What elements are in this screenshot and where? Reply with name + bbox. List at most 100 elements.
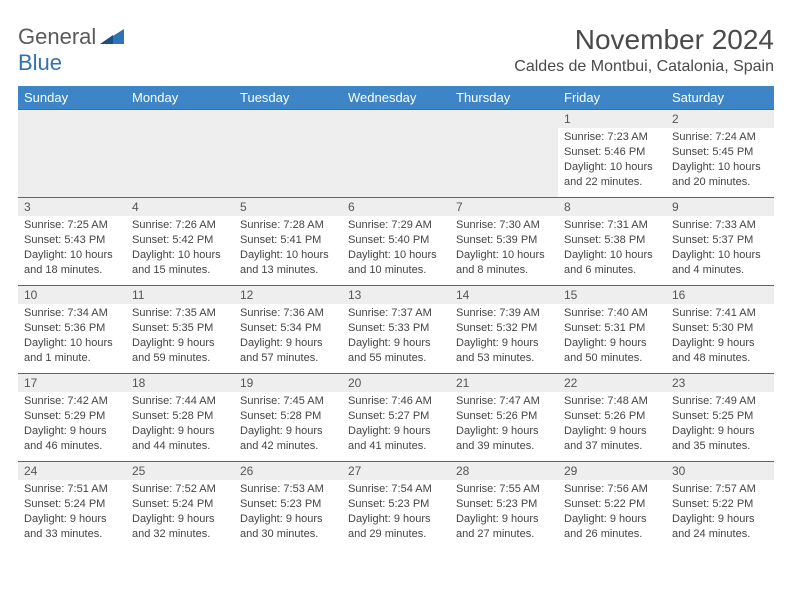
day-number: 14 — [450, 286, 558, 304]
calendar-cell: 11Sunrise: 7:35 AMSunset: 5:35 PMDayligh… — [126, 286, 234, 374]
calendar-row: 1Sunrise: 7:23 AMSunset: 5:46 PMDaylight… — [18, 110, 774, 198]
day-details: Sunrise: 7:54 AMSunset: 5:23 PMDaylight:… — [342, 480, 450, 545]
day-number: 17 — [18, 374, 126, 392]
calendar-cell: 18Sunrise: 7:44 AMSunset: 5:28 PMDayligh… — [126, 374, 234, 462]
calendar-cell: 15Sunrise: 7:40 AMSunset: 5:31 PMDayligh… — [558, 286, 666, 374]
day-details: Sunrise: 7:56 AMSunset: 5:22 PMDaylight:… — [558, 480, 666, 545]
calendar-cell: 27Sunrise: 7:54 AMSunset: 5:23 PMDayligh… — [342, 462, 450, 550]
day-number: 12 — [234, 286, 342, 304]
day-number: 15 — [558, 286, 666, 304]
month-title: November 2024 — [514, 24, 774, 56]
weekday-header: Monday — [126, 86, 234, 110]
day-details: Sunrise: 7:49 AMSunset: 5:25 PMDaylight:… — [666, 392, 774, 457]
calendar-cell: 23Sunrise: 7:49 AMSunset: 5:25 PMDayligh… — [666, 374, 774, 462]
calendar-cell: 21Sunrise: 7:47 AMSunset: 5:26 PMDayligh… — [450, 374, 558, 462]
day-number: 7 — [450, 198, 558, 216]
calendar-row: 10Sunrise: 7:34 AMSunset: 5:36 PMDayligh… — [18, 286, 774, 374]
calendar-cell: 20Sunrise: 7:46 AMSunset: 5:27 PMDayligh… — [342, 374, 450, 462]
calendar-cell: 26Sunrise: 7:53 AMSunset: 5:23 PMDayligh… — [234, 462, 342, 550]
day-number: 21 — [450, 374, 558, 392]
day-number: 25 — [126, 462, 234, 480]
calendar-table: Sunday Monday Tuesday Wednesday Thursday… — [18, 86, 774, 550]
calendar-cell: 3Sunrise: 7:25 AMSunset: 5:43 PMDaylight… — [18, 198, 126, 286]
calendar-cell: 7Sunrise: 7:30 AMSunset: 5:39 PMDaylight… — [450, 198, 558, 286]
day-details: Sunrise: 7:39 AMSunset: 5:32 PMDaylight:… — [450, 304, 558, 369]
calendar-cell: 19Sunrise: 7:45 AMSunset: 5:28 PMDayligh… — [234, 374, 342, 462]
calendar-cell: 9Sunrise: 7:33 AMSunset: 5:37 PMDaylight… — [666, 198, 774, 286]
day-number: 8 — [558, 198, 666, 216]
day-number: 18 — [126, 374, 234, 392]
calendar-cell: 29Sunrise: 7:56 AMSunset: 5:22 PMDayligh… — [558, 462, 666, 550]
calendar-row: 24Sunrise: 7:51 AMSunset: 5:24 PMDayligh… — [18, 462, 774, 550]
day-number: 13 — [342, 286, 450, 304]
day-details: Sunrise: 7:29 AMSunset: 5:40 PMDaylight:… — [342, 216, 450, 281]
day-details: Sunrise: 7:44 AMSunset: 5:28 PMDaylight:… — [126, 392, 234, 457]
day-details: Sunrise: 7:37 AMSunset: 5:33 PMDaylight:… — [342, 304, 450, 369]
weekday-header: Wednesday — [342, 86, 450, 110]
day-details: Sunrise: 7:36 AMSunset: 5:34 PMDaylight:… — [234, 304, 342, 369]
calendar-cell: 14Sunrise: 7:39 AMSunset: 5:32 PMDayligh… — [450, 286, 558, 374]
day-number: 4 — [126, 198, 234, 216]
calendar-cell: 5Sunrise: 7:28 AMSunset: 5:41 PMDaylight… — [234, 198, 342, 286]
location: Caldes de Montbui, Catalonia, Spain — [514, 58, 774, 76]
day-details: Sunrise: 7:55 AMSunset: 5:23 PMDaylight:… — [450, 480, 558, 545]
header: GeneralBlue November 2024 Caldes de Mont… — [18, 24, 774, 76]
day-details: Sunrise: 7:26 AMSunset: 5:42 PMDaylight:… — [126, 216, 234, 281]
calendar-cell — [126, 110, 234, 198]
weekday-header: Friday — [558, 86, 666, 110]
day-details: Sunrise: 7:24 AMSunset: 5:45 PMDaylight:… — [666, 128, 774, 193]
calendar-cell: 16Sunrise: 7:41 AMSunset: 5:30 PMDayligh… — [666, 286, 774, 374]
calendar-row: 3Sunrise: 7:25 AMSunset: 5:43 PMDaylight… — [18, 198, 774, 286]
day-number: 9 — [666, 198, 774, 216]
calendar-cell: 4Sunrise: 7:26 AMSunset: 5:42 PMDaylight… — [126, 198, 234, 286]
day-number: 5 — [234, 198, 342, 216]
day-details: Sunrise: 7:46 AMSunset: 5:27 PMDaylight:… — [342, 392, 450, 457]
day-number: 1 — [558, 110, 666, 128]
day-number: 29 — [558, 462, 666, 480]
calendar-cell: 8Sunrise: 7:31 AMSunset: 5:38 PMDaylight… — [558, 198, 666, 286]
calendar-cell — [18, 110, 126, 198]
logo: GeneralBlue — [18, 24, 124, 76]
calendar-cell: 17Sunrise: 7:42 AMSunset: 5:29 PMDayligh… — [18, 374, 126, 462]
calendar-cell: 24Sunrise: 7:51 AMSunset: 5:24 PMDayligh… — [18, 462, 126, 550]
day-number: 30 — [666, 462, 774, 480]
day-number: 28 — [450, 462, 558, 480]
weekday-header-row: Sunday Monday Tuesday Wednesday Thursday… — [18, 86, 774, 110]
day-number: 2 — [666, 110, 774, 128]
logo-triangle-icon — [100, 24, 124, 50]
logo-text-1: General — [18, 24, 96, 49]
calendar-row: 17Sunrise: 7:42 AMSunset: 5:29 PMDayligh… — [18, 374, 774, 462]
logo-text-2: Blue — [18, 50, 62, 75]
day-details: Sunrise: 7:31 AMSunset: 5:38 PMDaylight:… — [558, 216, 666, 281]
day-details: Sunrise: 7:57 AMSunset: 5:22 PMDaylight:… — [666, 480, 774, 545]
day-details: Sunrise: 7:23 AMSunset: 5:46 PMDaylight:… — [558, 128, 666, 193]
weekday-header: Tuesday — [234, 86, 342, 110]
weekday-header: Thursday — [450, 86, 558, 110]
calendar-cell: 13Sunrise: 7:37 AMSunset: 5:33 PMDayligh… — [342, 286, 450, 374]
day-number: 26 — [234, 462, 342, 480]
day-number: 10 — [18, 286, 126, 304]
day-details: Sunrise: 7:35 AMSunset: 5:35 PMDaylight:… — [126, 304, 234, 369]
day-number: 11 — [126, 286, 234, 304]
day-details: Sunrise: 7:25 AMSunset: 5:43 PMDaylight:… — [18, 216, 126, 281]
day-details: Sunrise: 7:40 AMSunset: 5:31 PMDaylight:… — [558, 304, 666, 369]
day-details: Sunrise: 7:48 AMSunset: 5:26 PMDaylight:… — [558, 392, 666, 457]
day-details: Sunrise: 7:53 AMSunset: 5:23 PMDaylight:… — [234, 480, 342, 545]
day-details: Sunrise: 7:51 AMSunset: 5:24 PMDaylight:… — [18, 480, 126, 545]
day-details: Sunrise: 7:34 AMSunset: 5:36 PMDaylight:… — [18, 304, 126, 369]
day-details: Sunrise: 7:42 AMSunset: 5:29 PMDaylight:… — [18, 392, 126, 457]
calendar-cell — [342, 110, 450, 198]
day-number: 19 — [234, 374, 342, 392]
calendar-cell: 2Sunrise: 7:24 AMSunset: 5:45 PMDaylight… — [666, 110, 774, 198]
day-number: 24 — [18, 462, 126, 480]
weekday-header: Sunday — [18, 86, 126, 110]
calendar-cell: 22Sunrise: 7:48 AMSunset: 5:26 PMDayligh… — [558, 374, 666, 462]
calendar-cell: 30Sunrise: 7:57 AMSunset: 5:22 PMDayligh… — [666, 462, 774, 550]
day-details: Sunrise: 7:33 AMSunset: 5:37 PMDaylight:… — [666, 216, 774, 281]
day-details: Sunrise: 7:47 AMSunset: 5:26 PMDaylight:… — [450, 392, 558, 457]
day-details: Sunrise: 7:28 AMSunset: 5:41 PMDaylight:… — [234, 216, 342, 281]
calendar-cell — [234, 110, 342, 198]
day-number: 3 — [18, 198, 126, 216]
calendar-cell: 1Sunrise: 7:23 AMSunset: 5:46 PMDaylight… — [558, 110, 666, 198]
day-details: Sunrise: 7:52 AMSunset: 5:24 PMDaylight:… — [126, 480, 234, 545]
